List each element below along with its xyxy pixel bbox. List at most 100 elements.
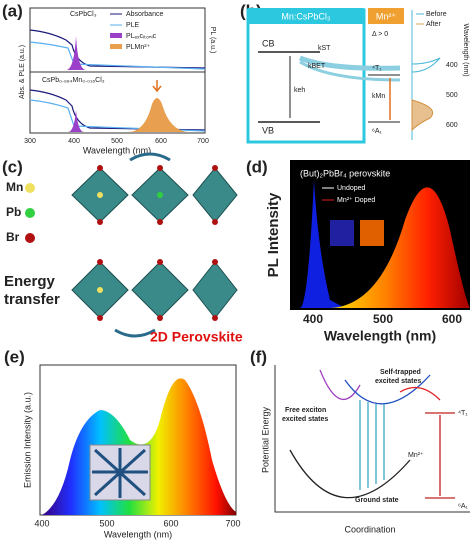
transfer-arrow <box>399 386 441 401</box>
tick-label: 500 <box>373 312 393 326</box>
tick-label: 700 <box>197 138 209 145</box>
arrow <box>152 80 162 93</box>
panel-label: (d) <box>246 157 268 176</box>
icon-mn <box>25 183 35 193</box>
delta: Δ > 0 <box>372 31 388 38</box>
axis-label: Wavelength (nm) <box>324 328 436 344</box>
tick-label: 400 <box>446 62 458 69</box>
panel-label: (e) <box>4 347 25 366</box>
axis-label: Potential Energy <box>260 406 270 473</box>
photo-undoped <box>330 220 354 246</box>
inset-structure <box>92 448 148 498</box>
mn-atom <box>97 287 103 293</box>
caption: 2D Perovskite <box>150 329 243 345</box>
annotation: Mn²⁺ <box>408 452 424 459</box>
absorbance <box>29 29 206 69</box>
octahedra <box>71 167 238 319</box>
panel-a: (a) CsPbCl₃ CsPb₀.₉₈₄Mn₀.₀₁₆Cl₃ Absorban… <box>2 1 216 155</box>
panel-label: (c) <box>2 157 23 176</box>
tick-label: 300 <box>24 138 36 145</box>
legend-entry: Mn <box>6 180 23 194</box>
pl-excitonic <box>68 110 84 132</box>
legend-swatch <box>110 44 122 49</box>
free-exciton-curve <box>319 369 361 400</box>
transfer-arrows <box>114 152 171 338</box>
tick-label: 500 <box>446 92 458 99</box>
annotation: Self-trapped <box>380 369 421 376</box>
mn-atom <box>97 192 103 198</box>
br-atoms <box>97 165 218 321</box>
pl-mn <box>128 98 190 132</box>
self-trapped-curve <box>344 374 431 405</box>
tick-label: 500 <box>99 518 114 528</box>
annotation: excited states <box>282 416 328 423</box>
panel-e: (e) 400 500 600 700 Wavelength (nm) Emis… <box>4 347 241 539</box>
state: ⁶A₁ <box>372 128 383 135</box>
tick-label: 700 <box>225 518 240 528</box>
axis-label: Coordination <box>344 524 395 534</box>
host-label: Mn:CsPbCl₃ <box>281 11 331 21</box>
annotation: excited states <box>375 378 421 385</box>
legend-entry: After <box>426 21 441 28</box>
rate: kBET <box>308 63 326 70</box>
vb: VB <box>262 125 274 135</box>
doped-peak <box>330 187 470 308</box>
legend-entry: Br <box>6 230 20 244</box>
cb: CB <box>262 38 275 48</box>
tick-label: 600 <box>155 138 167 145</box>
state: ⁴T₁ <box>372 65 382 72</box>
legend-entry: PLE <box>126 22 140 29</box>
annotation: Free exciton <box>285 407 326 414</box>
axis-label: Wavelength (nm) <box>83 145 151 155</box>
undoped-peak <box>300 180 345 308</box>
legend-entry: PLₑₓcᵢₜₒₙᵢc <box>126 33 157 40</box>
axis-label: Wavelength (nm) <box>462 23 469 76</box>
icon-br <box>25 233 35 243</box>
tick-label: 600 <box>446 122 458 129</box>
band <box>299 60 401 82</box>
ple <box>29 99 206 132</box>
band <box>299 55 401 71</box>
legend-entry: Pb <box>6 205 21 219</box>
legend-entry: Undoped <box>337 185 366 192</box>
sample: CsPb₀.₉₈₄Mn₀.₀₁₆Cl₃ <box>42 77 105 84</box>
absorbance <box>29 89 206 131</box>
pb-atom <box>157 192 163 198</box>
tick-label: 600 <box>442 312 462 326</box>
panel-d: (d) (But)₂PbBr₄ perovskite Undoped Mn²⁺ … <box>246 157 470 344</box>
icon-pb <box>25 208 35 218</box>
rate: kST <box>318 45 331 52</box>
tick-label: 400 <box>34 518 49 528</box>
tick-label: 400 <box>68 138 80 145</box>
panel-c: (c) Mn Pb Br Energy transfer 2D Perovski… <box>2 152 243 345</box>
ground-curve <box>289 449 411 499</box>
host-header <box>248 8 364 24</box>
title: (But)₂PbBr₄ perovskite <box>300 168 390 178</box>
state: ⁶A₁ <box>458 503 469 510</box>
axis-label: PL (a.u.) <box>209 27 216 54</box>
energy: Energy <box>4 273 56 290</box>
legend-entry: Absorbance <box>126 11 163 18</box>
dopant-label: Mn²⁺ <box>376 11 396 21</box>
axis-label: Abs. & PLE (a.u.) <box>19 45 26 99</box>
axis-label: Wavelength (nm) <box>104 529 172 539</box>
legend-entry: Mn²⁺ Doped <box>337 197 375 204</box>
panel-label: (f) <box>250 347 267 366</box>
tick-label: 600 <box>163 518 178 528</box>
photo-doped <box>360 220 384 246</box>
pl-excitonic <box>66 36 86 70</box>
legend-swatch <box>110 33 122 38</box>
legend-entry: PLMn²⁺ <box>126 44 151 51</box>
rate: keh <box>294 87 305 94</box>
state: ⁴T₁ <box>458 410 468 417</box>
rate: kMn <box>372 93 385 100</box>
legend-entry: Before <box>426 11 447 18</box>
transfer: transfer <box>4 291 60 308</box>
panel-label: (a) <box>2 1 23 20</box>
axis-label: PL Intensity <box>265 192 282 277</box>
frame <box>29 7 206 134</box>
panel-b: (b) Mn:CsPbCl₃ Mn²⁺ CB VB keh kST kBET k… <box>240 1 469 144</box>
spectrum-after <box>411 99 434 132</box>
axes <box>274 365 470 513</box>
